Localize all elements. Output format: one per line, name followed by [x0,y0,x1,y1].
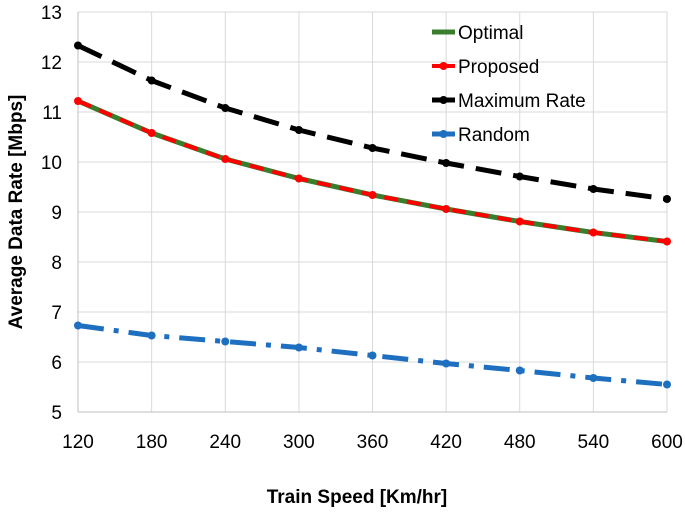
legend: Optimal Proposed Maximum Rate Random [432,23,586,146]
data-point-maximum-rate [147,76,156,85]
y-tick-label: 10 [41,153,62,174]
data-point-proposed [663,237,671,246]
data-point-random [663,380,671,389]
data-point-maximum-rate [221,104,230,112]
data-point-maximum-rate [589,185,598,193]
x-tick-label: 360 [357,432,389,453]
y-tick-label: 8 [51,253,62,274]
data-point-proposed [74,97,82,105]
x-tick-label: 120 [62,432,94,453]
data-point-proposed [294,174,303,183]
data-point-random [515,366,524,375]
data-point-maximum-rate [294,126,303,134]
series-lines [74,41,671,389]
data-point-random [294,343,303,352]
data-point-random [221,337,230,346]
data-point-proposed [368,191,377,199]
x-tick-label: 180 [136,432,168,453]
legend-marker-proposed [439,62,448,70]
legend-label-random: Random [458,125,530,146]
data-point-random [442,359,451,368]
x-tick-label: 240 [209,432,241,453]
data-point-proposed [147,129,156,137]
x-axis-title: Train Speed [Km/hr] [267,487,448,508]
data-point-maximum-rate [515,172,524,181]
legend-marker-random [439,130,448,138]
y-tick-label: 9 [51,203,62,224]
data-point-random [368,351,377,360]
y-tick-label: 7 [51,303,62,324]
y-tick-label: 6 [51,353,62,374]
data-point-proposed [442,205,451,213]
x-tick-label: 300 [283,432,315,453]
legend-label-maximum-rate: Maximum Rate [458,91,586,112]
data-point-proposed [221,155,230,163]
data-point-maximum-rate [442,159,451,167]
y-tick-label: 11 [42,103,62,124]
y-tick-label: 13 [41,3,62,24]
x-tick-label: 540 [578,432,610,453]
tick-labels: 5 6 7 8 9 10 11 12 13 120 180 240 300 360 420 480 540 600 [41,3,683,453]
data-point-random [74,321,82,330]
data-point-random [589,374,598,382]
data-point-maximum-rate [74,41,82,50]
x-tick-label: 600 [651,432,683,453]
legend-marker-maximum-rate [439,96,448,104]
axes [77,12,667,413]
legend-label-proposed: Proposed [458,57,539,78]
y-tick-label: 5 [51,403,62,424]
legend-label-optimal: Optimal [458,23,523,44]
data-point-maximum-rate [663,195,671,203]
x-tick-label: 420 [430,432,462,453]
y-axis-title: Average Data Rate [Mbps] [6,95,27,330]
y-tick-label: 12 [41,53,62,74]
data-point-proposed [515,217,524,226]
data-point-random [147,331,156,340]
x-tick-label: 480 [504,432,536,453]
data-point-proposed [589,228,598,237]
data-point-maximum-rate [368,144,377,152]
